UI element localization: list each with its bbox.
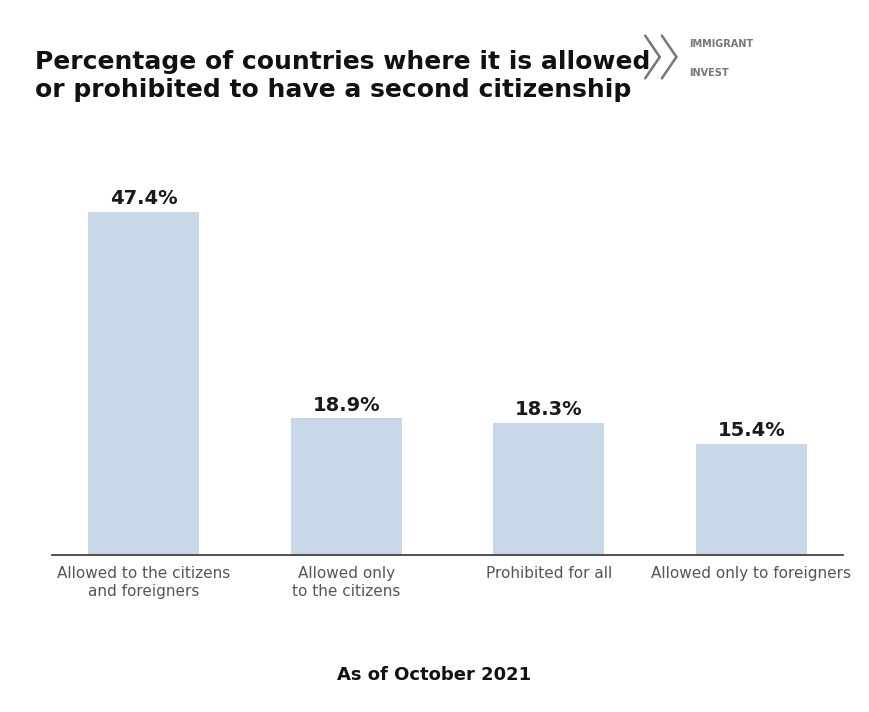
Text: IMMIGRANT: IMMIGRANT	[689, 39, 753, 49]
Text: INVEST: INVEST	[689, 68, 728, 78]
Bar	[493, 423, 605, 555]
Text: 18.9%: 18.9%	[313, 396, 380, 414]
Text: 15.4%: 15.4%	[718, 421, 786, 440]
Bar	[290, 419, 402, 555]
Text: As of October 2021: As of October 2021	[337, 666, 532, 684]
Text: 18.3%: 18.3%	[515, 400, 582, 419]
Text: 47.4%: 47.4%	[110, 189, 177, 208]
Text: Percentage of countries where it is allowed
or prohibited to have a second citiz: Percentage of countries where it is allo…	[35, 50, 650, 102]
Bar	[88, 211, 200, 555]
Bar	[695, 444, 807, 555]
